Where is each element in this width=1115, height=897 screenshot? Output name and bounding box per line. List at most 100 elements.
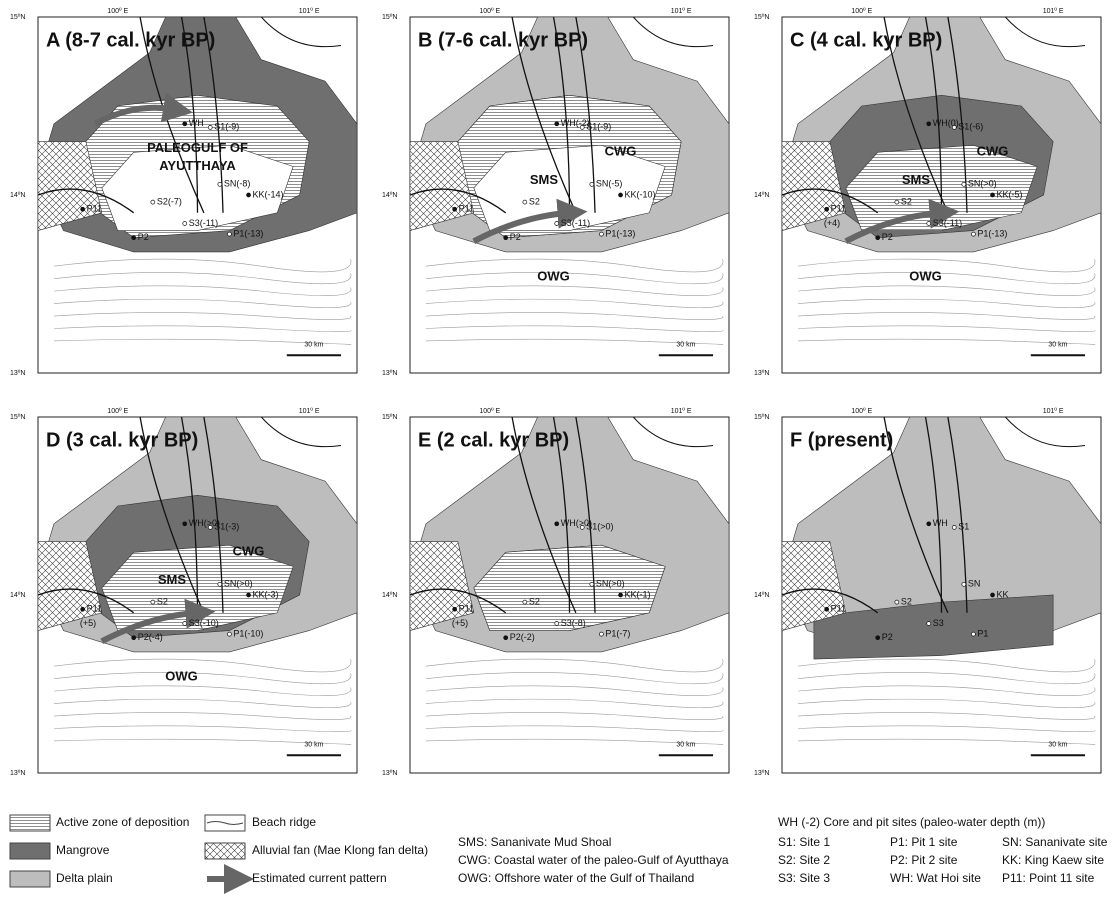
site-label: S2 bbox=[901, 196, 912, 206]
lat-label: 15ºN bbox=[754, 14, 769, 21]
scale-label: 30 km bbox=[676, 341, 695, 348]
scale-label: 30 km bbox=[1048, 341, 1067, 348]
site-label: SN(>0) bbox=[596, 579, 625, 589]
legend-label: CWG: Coastal water of the paleo-Gulf of … bbox=[458, 853, 729, 867]
lat-label: 15ºN bbox=[382, 14, 397, 21]
site-label: P1 bbox=[977, 629, 988, 639]
lat-label: 13ºN bbox=[754, 770, 769, 777]
site-label: S3(-8) bbox=[561, 618, 586, 628]
site-marker bbox=[971, 232, 975, 236]
lon-label: 101º E bbox=[1043, 408, 1064, 415]
legend-swatch bbox=[205, 843, 245, 859]
lon-label: 101º E bbox=[299, 8, 320, 15]
legend-swatch bbox=[10, 815, 50, 831]
site-marker bbox=[218, 182, 222, 186]
lon-label: 101º E bbox=[1043, 8, 1064, 15]
site-marker bbox=[590, 582, 594, 586]
site-marker bbox=[927, 522, 931, 526]
site-label: S2(-7) bbox=[157, 196, 182, 206]
site-marker bbox=[580, 525, 584, 529]
site-marker bbox=[183, 621, 187, 625]
site-marker bbox=[555, 221, 559, 225]
site-label: S2 bbox=[157, 596, 168, 606]
site-marker bbox=[555, 522, 559, 526]
site-label: S3(-11) bbox=[933, 218, 962, 228]
site-marker bbox=[927, 621, 931, 625]
site-marker bbox=[962, 582, 966, 586]
legend-swatch bbox=[10, 871, 50, 887]
map-panel: D (3 cal. kyr BP)15ºN14ºN13ºN100º E101º … bbox=[10, 408, 357, 777]
site-marker bbox=[183, 522, 187, 526]
site-label: KK(-14) bbox=[253, 189, 284, 199]
site-marker bbox=[523, 200, 527, 204]
site-marker bbox=[183, 122, 187, 126]
site-marker bbox=[927, 122, 931, 126]
site-label: SN bbox=[968, 579, 981, 589]
legend-label: WH: Wat Hoi site bbox=[890, 871, 981, 885]
lon-label: 100º E bbox=[851, 408, 872, 415]
site-label: P1(-7) bbox=[605, 629, 630, 639]
lat-label: 14ºN bbox=[754, 192, 769, 199]
site-label: S1 bbox=[958, 522, 969, 532]
legend-label: OWG: Offshore water of the Gulf of Thail… bbox=[458, 871, 694, 885]
site-label: SN(>0) bbox=[224, 579, 253, 589]
site-marker bbox=[227, 232, 231, 236]
site-marker bbox=[927, 221, 931, 225]
site-marker bbox=[208, 525, 212, 529]
site-label: P11 bbox=[831, 204, 846, 214]
site-marker bbox=[132, 236, 136, 240]
scale-label: 30 km bbox=[304, 341, 323, 348]
area-label: AYUTTHAYA bbox=[159, 158, 236, 173]
site-marker bbox=[504, 636, 508, 640]
site-label: KK(-3) bbox=[253, 589, 279, 599]
site-marker bbox=[453, 607, 457, 611]
site-marker bbox=[504, 236, 508, 240]
site-marker bbox=[247, 193, 251, 197]
panel-title: B (7-6 cal. kyr BP) bbox=[418, 29, 588, 51]
site-marker bbox=[952, 125, 956, 129]
site-label: SN(-8) bbox=[224, 179, 251, 189]
lon-label: 100º E bbox=[107, 8, 128, 15]
site-label: P11 bbox=[87, 604, 102, 614]
site-label: S3(-10) bbox=[189, 618, 219, 628]
site-label: P1(-13) bbox=[605, 229, 635, 239]
site-marker bbox=[991, 193, 995, 197]
lon-label: 100º E bbox=[107, 408, 128, 415]
site-marker bbox=[599, 632, 603, 636]
area-label: CWG bbox=[605, 144, 637, 159]
site-label: KK(-1) bbox=[625, 589, 651, 599]
site-marker bbox=[151, 200, 155, 204]
legend-label: KK: King Kaew site bbox=[1002, 853, 1104, 867]
site-marker bbox=[599, 232, 603, 236]
lon-label: 101º E bbox=[671, 8, 692, 15]
legend-label: Active zone of deposition bbox=[56, 815, 189, 829]
legend-label: SN: Sananivate site bbox=[1002, 835, 1108, 849]
lat-label: 15ºN bbox=[10, 14, 25, 21]
legend-label: WH (-2) Core and pit sites (paleo-water … bbox=[778, 815, 1045, 829]
site-marker bbox=[151, 600, 155, 604]
area-label: SMS bbox=[158, 572, 187, 587]
scale-label: 30 km bbox=[304, 741, 323, 748]
site-marker bbox=[619, 193, 623, 197]
site-marker bbox=[247, 593, 251, 597]
site-marker bbox=[590, 182, 594, 186]
site-marker bbox=[523, 600, 527, 604]
lat-label: 13ºN bbox=[382, 770, 397, 777]
lat-label: 15ºN bbox=[382, 414, 397, 421]
legend-label: Mangrove bbox=[56, 843, 110, 857]
site-marker bbox=[81, 607, 85, 611]
site-label: S1(-9) bbox=[214, 122, 239, 132]
site-label: KK(-10) bbox=[625, 189, 656, 199]
lat-label: 13ºN bbox=[382, 370, 397, 377]
scale-label: 30 km bbox=[676, 741, 695, 748]
site-label: S1(>0) bbox=[586, 522, 613, 532]
site-label: S1(-6) bbox=[958, 122, 983, 132]
panel-title: F (present) bbox=[790, 429, 893, 451]
site-label: S2 bbox=[529, 196, 540, 206]
area-label: SMS bbox=[530, 172, 559, 187]
scale-label: 30 km bbox=[1048, 741, 1067, 748]
site-marker bbox=[876, 236, 880, 240]
lat-label: 13ºN bbox=[754, 370, 769, 377]
